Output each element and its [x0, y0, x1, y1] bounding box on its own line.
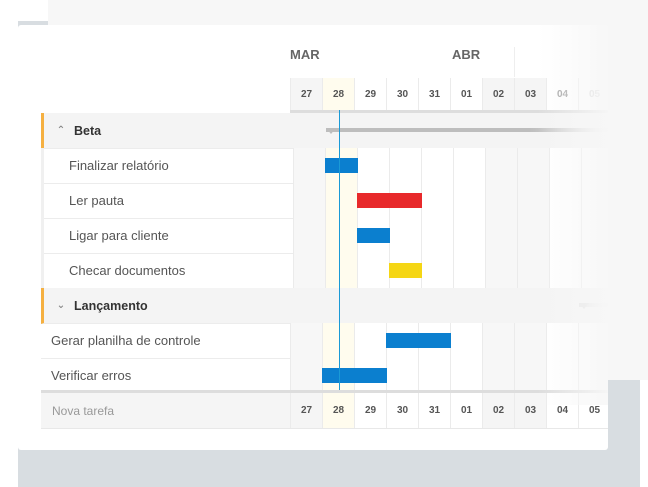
month-separator [514, 47, 515, 77]
task-bar[interactable] [325, 158, 358, 173]
task-bar[interactable] [357, 228, 390, 243]
task-label[interactable]: Ligar para cliente [69, 228, 169, 243]
day-header[interactable]: 01 [450, 78, 482, 110]
day-footer: 01 [450, 393, 482, 428]
day-header[interactable]: 02 [482, 78, 514, 110]
group-row-beta[interactable]: ⌃ Beta [41, 113, 608, 149]
task-label[interactable]: Checar documentos [69, 263, 186, 278]
chevron-up-icon[interactable]: ⌃ [56, 125, 66, 136]
day-header[interactable]: 03 [514, 78, 546, 110]
day-header[interactable]: 31 [418, 78, 450, 110]
task-bar[interactable] [322, 368, 387, 383]
day-footer: 03 [514, 393, 546, 428]
day-footer: 27 [290, 393, 322, 428]
day-header-row: 27 28 29 30 31 01 02 03 04 05 [290, 78, 608, 113]
task-bar[interactable] [357, 193, 422, 208]
day-footer: 30 [386, 393, 418, 428]
day-footer-today: 28 [322, 393, 354, 428]
day-footer: 31 [418, 393, 450, 428]
day-footer: 29 [354, 393, 386, 428]
gantt-chart: MAR ABR 27 28 29 30 31 01 02 03 04 05 ⌃ … [41, 25, 608, 450]
month-label-mar: MAR [290, 47, 320, 62]
gantt-card: MAR ABR 27 28 29 30 31 01 02 03 04 05 ⌃ … [18, 25, 608, 450]
footer-row: Nova tarefa 27 28 29 30 31 01 02 03 04 0… [41, 390, 608, 429]
summary-bar[interactable] [326, 128, 608, 132]
day-footer: 02 [482, 393, 514, 428]
day-header[interactable]: 05 [578, 78, 608, 110]
task-label[interactable]: Ler pauta [69, 193, 124, 208]
task-bar[interactable] [389, 263, 422, 278]
task-label[interactable]: Finalizar relatório [69, 158, 169, 173]
day-header[interactable]: 04 [546, 78, 578, 110]
task-row[interactable]: Gerar planilha de controle [41, 323, 608, 359]
day-footer: 05 [578, 393, 608, 428]
new-task-button[interactable]: Nova tarefa [52, 403, 115, 418]
day-footer: 04 [546, 393, 578, 428]
today-marker-line [339, 110, 340, 390]
chevron-down-icon[interactable]: ⌄ [56, 300, 66, 311]
task-row[interactable]: Finalizar relatório [41, 148, 608, 184]
task-row[interactable]: Checar documentos [41, 253, 608, 289]
day-header[interactable]: 29 [354, 78, 386, 110]
task-row[interactable]: Ler pauta [41, 183, 608, 219]
task-row[interactable]: Ligar para cliente [41, 218, 608, 254]
group-label: Lançamento [74, 298, 148, 313]
task-label[interactable]: Gerar planilha de controle [51, 333, 201, 348]
month-label-abr: ABR [452, 47, 481, 62]
group-row-lancamento[interactable]: ⌄ Lançamento [41, 288, 608, 324]
summary-bar[interactable] [579, 303, 608, 307]
day-header[interactable]: 30 [386, 78, 418, 110]
task-row[interactable]: Verificar erros [41, 358, 608, 393]
day-header-today[interactable]: 28 [322, 78, 354, 110]
task-bar[interactable] [386, 333, 451, 348]
group-label: Beta [74, 123, 102, 138]
day-header[interactable]: 27 [290, 78, 322, 110]
task-label[interactable]: Verificar erros [51, 368, 132, 383]
